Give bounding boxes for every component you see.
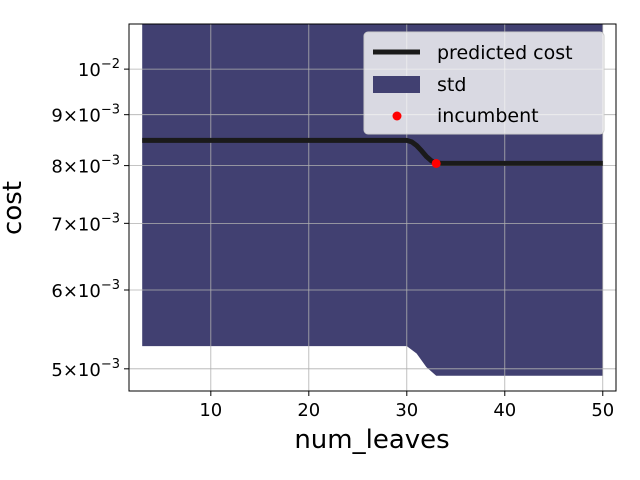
y-tick-label: 7×10−3 [51,211,120,235]
line-layer [142,137,603,166]
y-tick-label: 6×10−3 [51,278,120,302]
x-tick-label: 30 [395,400,418,421]
legend-point-swatch [392,111,402,121]
tick-layer: 10 20 30 40 50 5×10−3 6×10−3 7×10−3 8×10−3 9×10−3… [51,57,614,421]
legend-box [363,31,605,135]
x-tick-label: 10 [199,400,222,421]
predicted-cost-line [142,137,603,166]
x-tick-label: 20 [297,400,320,421]
legend-label-predicted-cost: predicted cost [437,42,573,64]
y-tick-label: 5×10−3 [51,357,120,381]
y-tick-label: 9×10−3 [51,103,120,127]
legend: predicted cost std incumbent [363,31,605,135]
y-axis-label: cost [0,181,28,235]
x-tick-label: 50 [591,400,614,421]
y-tick-label: 8×10−3 [51,154,120,178]
legend-label-incumbent: incumbent [437,105,539,127]
point-layer [431,158,441,168]
legend-label-std: std [437,74,466,96]
x-tick-label: 40 [493,400,516,421]
plot-frame [128,23,617,392]
legend-band-swatch [373,76,420,93]
y-tick-label: 10−2 [78,57,120,81]
x-axis-label: num_leaves [294,425,449,455]
incumbent-point [431,158,441,168]
